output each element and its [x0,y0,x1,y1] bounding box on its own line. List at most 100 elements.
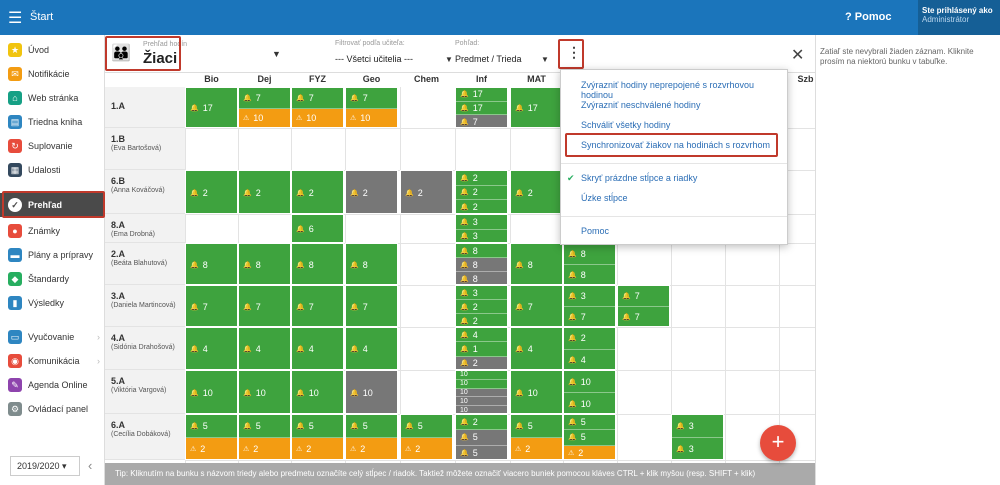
lesson-cell[interactable]: 🔔 8 🔔 8 🔔 8 [455,243,508,285]
lesson-cell[interactable]: 🔔 10 [291,370,344,414]
dropdown-item[interactable]: Pomoc [581,226,609,236]
add-fab-button[interactable]: + [760,425,796,461]
sidebar-item-web-stránka[interactable]: ⌂ Web stránka [0,86,104,110]
lesson-cell[interactable]: 🔔 10 [185,370,238,414]
lesson-cell[interactable]: 🔔 5 🔔 5 ⚠ 2 [563,414,616,460]
user-box[interactable]: Ste prihlásený ako Administrátor [918,0,1000,35]
view-select[interactable]: Pohľad: Predmet / Trieda ▼ [455,37,550,71]
lesson-cell[interactable]: 🔔 8 🔔 8 [563,243,616,285]
row-header[interactable]: 5.A (Viktória Vargová) [105,370,185,414]
collapse-sidebar-icon[interactable]: ‹ [88,458,93,473]
lesson-cell[interactable]: 🔔 3 🔔 3 [455,214,508,243]
overview-select[interactable]: 👪 Prehľad hodín Žiaci ▼ [107,37,282,71]
lesson-cell[interactable]: 🔔 7 ⚠ 10 [291,87,344,128]
row-header[interactable]: 6.B (Anna Kováčová) [105,170,185,214]
hamburger-menu-icon[interactable]: ☰ [8,10,23,27]
column-header[interactable]: Szb [797,74,814,84]
lesson-cell[interactable]: 🔔 10 [510,370,563,414]
lesson-cell[interactable]: 🔔 5 ⚠ 2 [185,414,238,460]
sidebar-item-udalosti[interactable]: ▦ Udalosti [0,158,104,182]
lesson-cell[interactable]: 🔔 8 [238,243,291,285]
lesson-cell[interactable]: 🔔 3 🔔 7 [563,285,616,327]
dropdown-item[interactable]: Synchronizovať žiakov na hodinách s rozv… [581,140,770,150]
lesson-cell[interactable]: 🔔 6 [291,214,344,243]
row-header[interactable]: 3.A (Daniela Martincová) [105,285,185,327]
teacher-filter[interactable]: Filtrovať podľa učiteľa: --- Všetci učit… [335,37,453,71]
sidebar-item-plány-a-prípravy[interactable]: ▬ Plány a prípravy [0,243,104,267]
help-button[interactable]: ? Pomoc [845,11,892,23]
lesson-cell[interactable]: 🔔 2 [345,170,398,214]
dropdown-item[interactable]: Zvýrazniť neschválené hodiny [581,100,700,110]
row-header[interactable]: 1.B (Eva Bartošová) [105,128,185,170]
lesson-cell[interactable]: 🔔 2 [510,170,563,214]
lesson-cell[interactable]: 🔔 4 [185,327,238,370]
dropdown-item[interactable]: ✔ Skryť prázdne stĺpce a riadky [567,173,697,183]
lesson-cell[interactable]: 🔔 5 ⚠ 2 [291,414,344,460]
lesson-cell[interactable]: 🔔7 [291,285,344,327]
lesson-cell[interactable]: 🔔 7 🔔 7 [617,285,670,327]
lesson-cell[interactable]: 🔔 2 [400,170,453,214]
lesson-cell[interactable]: 🔔 10 [238,370,291,414]
lesson-cell[interactable]: 🔔 8 [291,243,344,285]
dropdown-item[interactable]: Zvýrazniť hodiny neprepojené s rozvrhovo… [581,80,787,100]
lesson-cell[interactable]: 🔔 2 [291,170,344,214]
lesson-cell[interactable]: 🔔7 [185,285,238,327]
column-header[interactable]: MAT [527,74,546,84]
sidebar-item-notifikácie[interactable]: ✉ Notifikácie [0,62,104,86]
sidebar-item-triedna-kniha[interactable]: ▤ Triedna kniha [0,110,104,134]
sidebar-item-známky[interactable]: ● Známky [0,219,104,243]
column-header[interactable]: Geo [362,74,381,84]
sidebar-item-ovládací-panel[interactable]: ⚙ Ovládací panel [0,397,104,421]
dropdown-item[interactable]: Úzke stĺpce [581,193,628,203]
lesson-cell[interactable]: 🔔 4 [345,327,398,370]
lesson-cell[interactable]: 🔔 7 ⚠ 10 [238,87,291,128]
column-header[interactable]: Dej [257,74,272,84]
lesson-cell[interactable]: 🔔 17 🔔 17 🔔 7 [455,87,508,128]
lesson-cell[interactable]: 🔔 7 ⚠ 10 [345,87,398,128]
column-header[interactable]: Chem [413,74,439,84]
lesson-cell[interactable]: 🔔7 [510,285,563,327]
lesson-cell[interactable]: 🔔 8 [185,243,238,285]
lesson-cell[interactable]: 🔔 2 🔔 5 🔔 5 [455,414,508,460]
sidebar-item-prehľad[interactable]: ✓ Prehľad [0,193,104,217]
lesson-cell[interactable]: 🔔 5 ⚠ 2 [510,414,563,460]
lesson-cell[interactable]: 🔔 2 🔔 2 🔔 2 [455,170,508,214]
row-header[interactable]: 8.A (Ema Drobná) [105,214,185,243]
sidebar-item-agenda-online[interactable]: ✎ Agenda Online [0,373,104,397]
row-header[interactable]: 1.A [105,87,185,128]
column-header[interactable]: Inf [476,74,487,84]
lesson-cell[interactable]: 🔔 2 🔔 4 [563,327,616,370]
lesson-cell[interactable]: 🔔 5 ⚠ 2 [238,414,291,460]
lesson-cell[interactable]: 🔔 8 [345,243,398,285]
sidebar-item-úvod[interactable]: ★ Úvod [0,38,104,62]
lesson-cell[interactable]: 🔔 2 [185,170,238,214]
lesson-cell[interactable]: 🔔 3 🔔 3 [671,414,724,460]
lesson-cell[interactable]: 🔔 10 🔔 10 [563,370,616,414]
lesson-cell[interactable]: 🔔 5 ⚠ 2 [400,414,453,460]
close-icon[interactable]: ✕ [791,47,805,64]
start-link[interactable]: Štart [30,11,54,23]
lesson-cell[interactable]: 🔔10🔔10🔔10🔔10🔔10 [455,370,508,414]
year-select[interactable]: 2019/2020 ▾ [10,456,80,476]
lesson-cell[interactable]: 🔔 3 🔔 2 🔔 2 [455,285,508,327]
lesson-cell[interactable]: 🔔 4 [291,327,344,370]
lesson-cell[interactable]: 🔔 17 [185,87,238,128]
lesson-cell[interactable]: 🔔 10 [345,370,398,414]
lesson-cell[interactable]: 🔔 4 [510,327,563,370]
lesson-cell[interactable]: 🔔 4 [238,327,291,370]
sidebar-item-výsledky[interactable]: ▮ Výsledky [0,291,104,315]
lesson-cell[interactable]: 🔔 8 [510,243,563,285]
lesson-cell[interactable]: 🔔7 [238,285,291,327]
sidebar-item-suplovanie[interactable]: ↻ Suplovanie [0,134,104,158]
lesson-cell[interactable]: 🔔 2 [238,170,291,214]
lesson-cell[interactable]: 🔔7 [345,285,398,327]
dropdown-item[interactable]: Schváliť všetky hodiny [581,120,670,130]
more-options-icon[interactable]: ⋮ [567,44,581,60]
row-header[interactable]: 4.A (Sidónia Drahošová) [105,327,185,370]
column-header[interactable]: Bio [204,74,219,84]
lesson-cell[interactable]: 🔔 17 [510,87,563,128]
lesson-cell[interactable]: 🔔 5 ⚠ 2 [345,414,398,460]
lesson-cell[interactable]: 🔔 4 🔔 1 🔔 2 [455,327,508,370]
row-header[interactable]: 2.A (Beáta Blahutová) [105,243,185,285]
sidebar-item-komunikácia[interactable]: ◉ Komunikácia › [0,349,104,373]
